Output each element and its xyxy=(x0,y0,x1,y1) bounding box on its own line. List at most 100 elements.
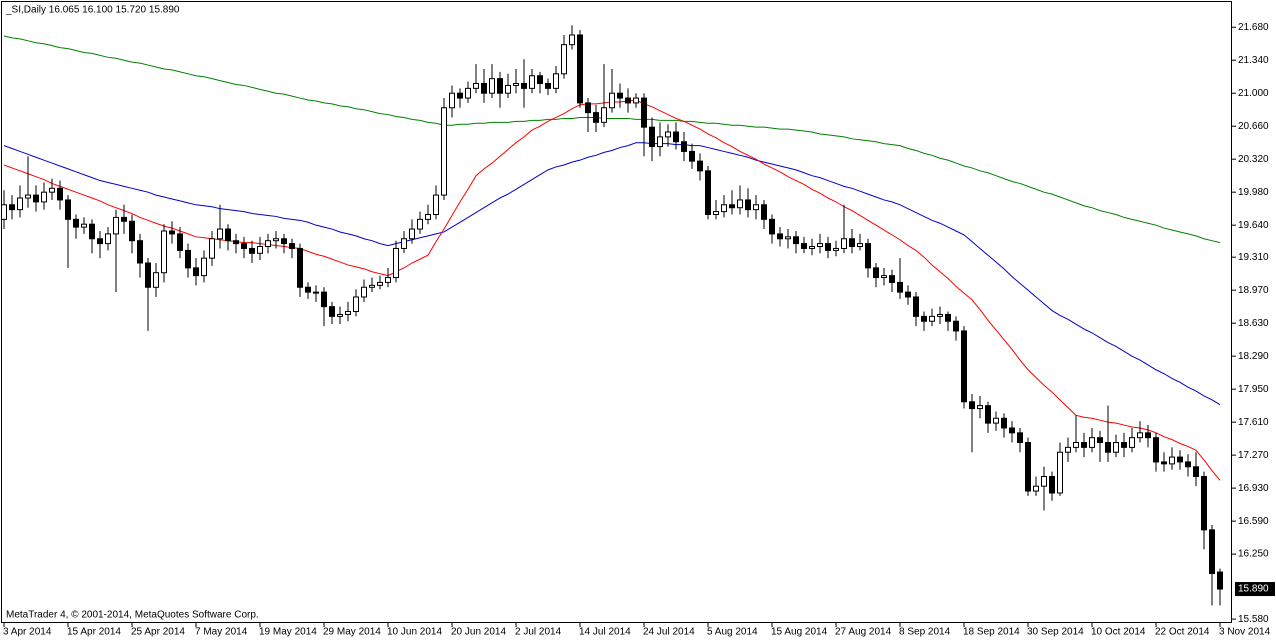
y-tick-label: 19.310 xyxy=(1238,252,1269,263)
candle-body xyxy=(137,240,143,264)
y-tick-label: 17.270 xyxy=(1238,450,1269,461)
candle-body xyxy=(241,243,247,249)
ma-line xyxy=(3,142,1221,406)
candle-body xyxy=(145,262,151,288)
x-tick-label: 2 Jul 2014 xyxy=(515,627,562,638)
chart-title: _SI,Daily 16.065 16.100 15.720 15.890 xyxy=(5,5,180,16)
y-tick-label: 16.250 xyxy=(1238,549,1269,560)
candle-body xyxy=(545,83,551,89)
candle-body xyxy=(609,92,615,109)
candle-body xyxy=(961,330,967,403)
candle-body xyxy=(1033,485,1039,492)
candle-body xyxy=(193,267,199,277)
x-tick-label: 10 Oct 2014 xyxy=(1091,627,1146,638)
y-tick-label: 18.630 xyxy=(1238,318,1269,329)
candle-body xyxy=(289,243,295,249)
y-tick-label: 19.980 xyxy=(1238,187,1269,198)
candle-body xyxy=(833,247,839,251)
y-tick-label: 18.970 xyxy=(1238,285,1269,296)
candle-body xyxy=(841,238,847,249)
candle-body xyxy=(17,197,23,211)
x-tick-label: 19 May 2014 xyxy=(259,627,317,638)
candle-body xyxy=(1,204,7,220)
y-tick-label: 21.340 xyxy=(1238,55,1269,66)
x-tick-label: 18 Sep 2014 xyxy=(963,627,1020,638)
y-tick-label: 21.680 xyxy=(1238,22,1269,33)
candle-body xyxy=(41,191,47,203)
candle-body xyxy=(169,230,175,235)
candle-body xyxy=(601,107,607,123)
candle-body xyxy=(481,83,487,94)
candle-body xyxy=(1057,451,1063,494)
candle-body xyxy=(529,75,535,89)
y-tick-label: 17.610 xyxy=(1238,417,1269,428)
candle-body xyxy=(1201,475,1207,531)
candle-body xyxy=(1169,456,1175,465)
candle-body xyxy=(1017,432,1023,444)
candle-body xyxy=(449,92,455,109)
candle-body xyxy=(1073,442,1079,448)
candle-body xyxy=(705,170,711,215)
candle-body xyxy=(153,272,159,288)
candle-body xyxy=(313,291,319,294)
candle-body xyxy=(537,75,543,85)
candle-body xyxy=(1081,442,1087,448)
candle-body xyxy=(473,83,479,89)
y-tick-label: 18.290 xyxy=(1238,351,1269,362)
candle-body xyxy=(993,417,999,424)
candle-body xyxy=(913,296,919,317)
candle-body xyxy=(489,78,495,94)
candle-body xyxy=(553,73,559,89)
candle-body xyxy=(577,34,583,104)
candle-body xyxy=(1209,529,1215,575)
candle-body xyxy=(1089,437,1095,448)
x-tick-label: 5 Aug 2014 xyxy=(707,627,758,638)
candle-body xyxy=(513,83,519,86)
candle-body xyxy=(801,243,807,249)
candle-body xyxy=(1001,417,1007,429)
candle-body xyxy=(345,311,351,315)
x-tick-label: 15 Aug 2014 xyxy=(771,627,828,638)
candle-body xyxy=(217,228,223,240)
candle-body xyxy=(1121,442,1127,448)
x-tick-label: 3 Nov 2014 xyxy=(1219,627,1271,638)
candle-body xyxy=(385,277,391,283)
ma-line xyxy=(3,99,1221,481)
candle-body xyxy=(273,238,279,242)
candle-body xyxy=(633,97,639,104)
x-tick-label: 22 Oct 2014 xyxy=(1155,627,1210,638)
candle-body xyxy=(201,257,207,277)
candle-body xyxy=(897,281,903,293)
candle-body xyxy=(161,230,167,274)
candle-body xyxy=(497,78,503,94)
candle-body xyxy=(777,233,783,240)
candle-body xyxy=(361,286,367,298)
candle-body xyxy=(817,243,823,248)
y-tick-label: 16.930 xyxy=(1238,483,1269,494)
y-tick-label: 21.000 xyxy=(1238,88,1269,99)
y-tick-label: 17.950 xyxy=(1238,384,1269,395)
candle-body xyxy=(785,236,791,240)
x-tick-label: 29 May 2014 xyxy=(323,627,381,638)
ma-line xyxy=(3,35,1221,244)
candle-body xyxy=(1217,571,1223,590)
candle-body xyxy=(985,405,991,424)
candle-body xyxy=(953,320,959,332)
y-tick-label: 20.660 xyxy=(1238,121,1269,132)
candle-body xyxy=(257,246,263,254)
candle-body xyxy=(585,102,591,114)
candle-body xyxy=(921,315,927,322)
candle-body xyxy=(1161,461,1167,465)
y-tick-label: 19.640 xyxy=(1238,220,1269,231)
x-tick-label: 14 Jul 2014 xyxy=(579,627,631,638)
y-tick-label: 16.590 xyxy=(1238,516,1269,527)
candle-body xyxy=(369,284,375,288)
candle-body xyxy=(465,87,471,99)
candle-body xyxy=(9,204,15,211)
candle-body xyxy=(1009,427,1015,434)
candle-body xyxy=(105,233,111,245)
candle-body xyxy=(521,83,527,89)
candle-body xyxy=(1041,475,1047,487)
candle-body xyxy=(401,238,407,249)
